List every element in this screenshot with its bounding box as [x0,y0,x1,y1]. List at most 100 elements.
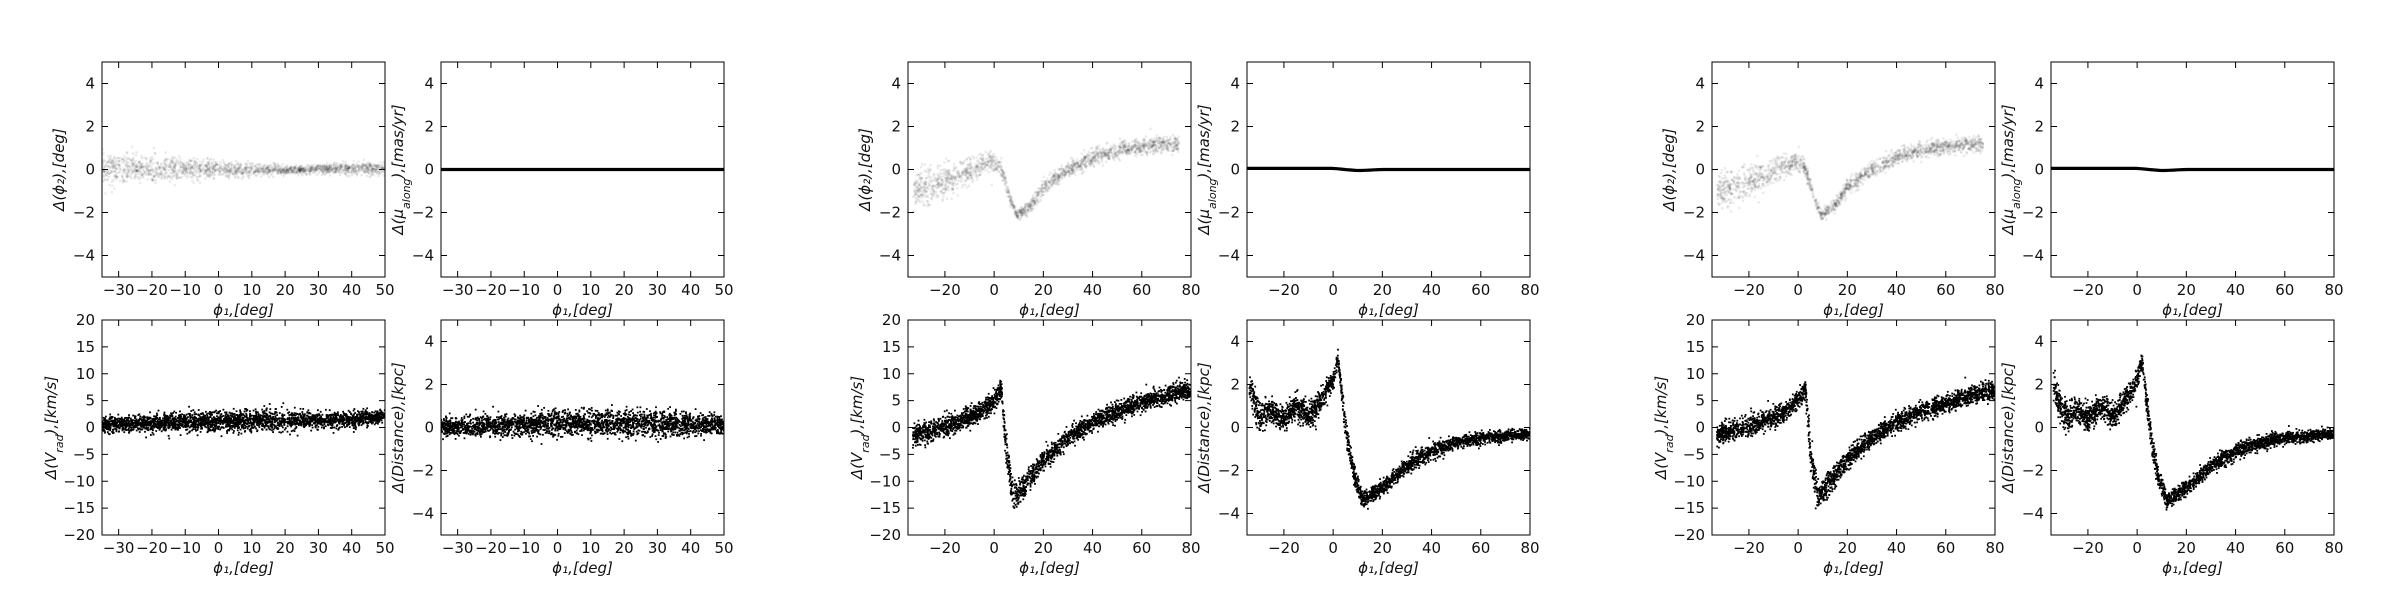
data-point [111,418,113,420]
data-point [259,419,261,421]
data-point [249,413,251,415]
data-point [224,420,226,422]
data-point [181,413,183,415]
data-point [197,420,199,422]
data-point [361,424,363,426]
data-point [179,163,181,165]
data-point [168,438,170,440]
data-point [190,167,192,169]
data-point [213,177,215,179]
data-point [218,417,220,419]
data-point [221,413,223,415]
x-axis-label: ϕ₁,[deg] [213,559,274,577]
data-point [152,432,154,434]
data-point [174,164,176,166]
data-point [121,176,123,178]
data-point [214,161,216,163]
data-point [323,428,325,430]
data-point [241,168,243,170]
data-point [198,409,200,411]
data-point [185,415,187,417]
data-point [333,167,335,169]
x-tick-label: 30 [309,539,328,557]
data-point [117,426,119,428]
data-point [293,418,295,420]
data-point [144,171,146,173]
data-point [169,417,171,419]
data-point [170,421,172,423]
data-point [155,168,157,170]
y-tick-label: −4 [412,247,434,265]
data-point [195,430,197,432]
data-point [301,416,303,418]
data-point [366,407,368,409]
data-point [298,420,300,422]
data-point [155,423,157,425]
data-point [164,151,166,153]
data-point [358,169,360,171]
data-point [368,169,370,171]
data-point [186,433,188,435]
data-point [333,416,335,418]
data-point [112,422,114,424]
data-point [161,430,163,432]
data-point [308,169,310,171]
data-point [265,413,267,415]
y-axis-label: Δ(Vrad),[km/s] [42,376,66,480]
data-point [256,430,258,432]
data-point [253,171,255,173]
data-point [371,411,373,413]
data-point [257,411,259,413]
x-tick-label: 40 [342,539,361,557]
data-point [184,420,186,422]
data-point [378,170,380,172]
data-point [113,429,115,431]
data-point [234,175,236,177]
data-point [121,158,123,160]
data-point [351,170,353,172]
data-point [212,171,214,173]
data-point [198,414,200,416]
data-point [213,424,215,426]
data-point [134,176,136,178]
data-point [259,416,261,418]
data-point [231,425,233,427]
data-point [184,175,186,177]
data-point [175,428,177,430]
data-point [150,420,152,422]
data-point [378,420,380,422]
data-point [264,164,266,166]
x-tick-label: 30 [648,281,667,299]
data-point [112,425,114,427]
data-point [272,431,274,433]
data-point [304,418,306,420]
data-point [355,427,357,429]
data-point [186,162,188,164]
data-point [237,418,239,420]
data-point [177,169,179,171]
data-point [632,412,634,414]
data-point [455,438,457,440]
data-point [136,430,138,432]
data-point [180,434,182,436]
data-point [251,167,253,169]
data-point [175,416,177,418]
data-point [128,422,130,424]
data-point [266,172,268,174]
data-point [210,158,212,160]
x-tick-label: 10 [242,281,261,299]
data-point [327,424,329,426]
data-point [317,429,319,431]
data-point [302,408,304,410]
data-point [377,410,379,412]
data-point [256,419,258,421]
data-point [175,412,177,414]
data-point [111,416,113,418]
data-point [281,406,283,408]
data-point [296,426,298,428]
data-point [340,416,342,418]
data-point [361,166,363,168]
data-point [193,157,195,159]
data-point [282,416,284,418]
data-point [264,422,266,424]
